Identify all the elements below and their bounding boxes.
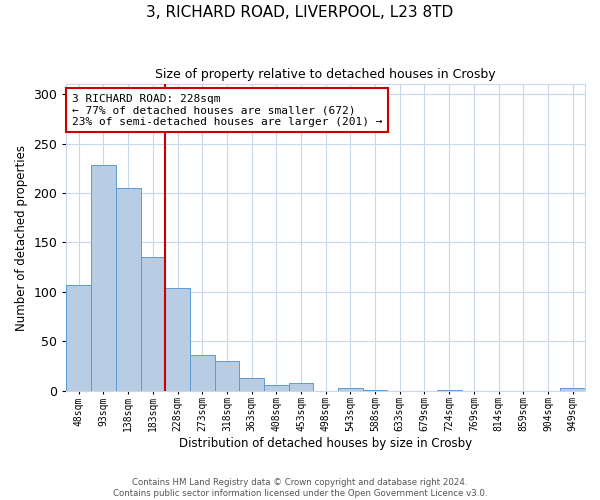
Bar (190, 355, 215, 390)
Text: Contains HM Land Registry data © Crown copyright and database right 2024.
Contai: Contains HM Land Registry data © Crown c… (113, 478, 487, 498)
X-axis label: Distribution of detached houses by size in Crosby: Distribution of detached houses by size … (179, 437, 472, 450)
Text: 3, RICHARD ROAD, LIVERPOOL, L23 8TD: 3, RICHARD ROAD, LIVERPOOL, L23 8TD (146, 5, 454, 20)
Bar (264, 384, 289, 390)
Bar (91, 166, 116, 390)
Bar (338, 388, 363, 390)
Bar (560, 388, 585, 390)
Bar (215, 361, 239, 390)
Bar (239, 378, 264, 390)
Bar (289, 382, 313, 390)
Bar (140, 258, 165, 390)
Bar (116, 188, 140, 390)
Bar (165, 288, 190, 390)
Bar (67, 285, 91, 391)
Title: Size of property relative to detached houses in Crosby: Size of property relative to detached ho… (155, 68, 496, 80)
Text: 3 RICHARD ROAD: 228sqm
← 77% of detached houses are smaller (672)
23% of semi-de: 3 RICHARD ROAD: 228sqm ← 77% of detached… (71, 94, 382, 127)
Y-axis label: Number of detached properties: Number of detached properties (15, 144, 28, 330)
